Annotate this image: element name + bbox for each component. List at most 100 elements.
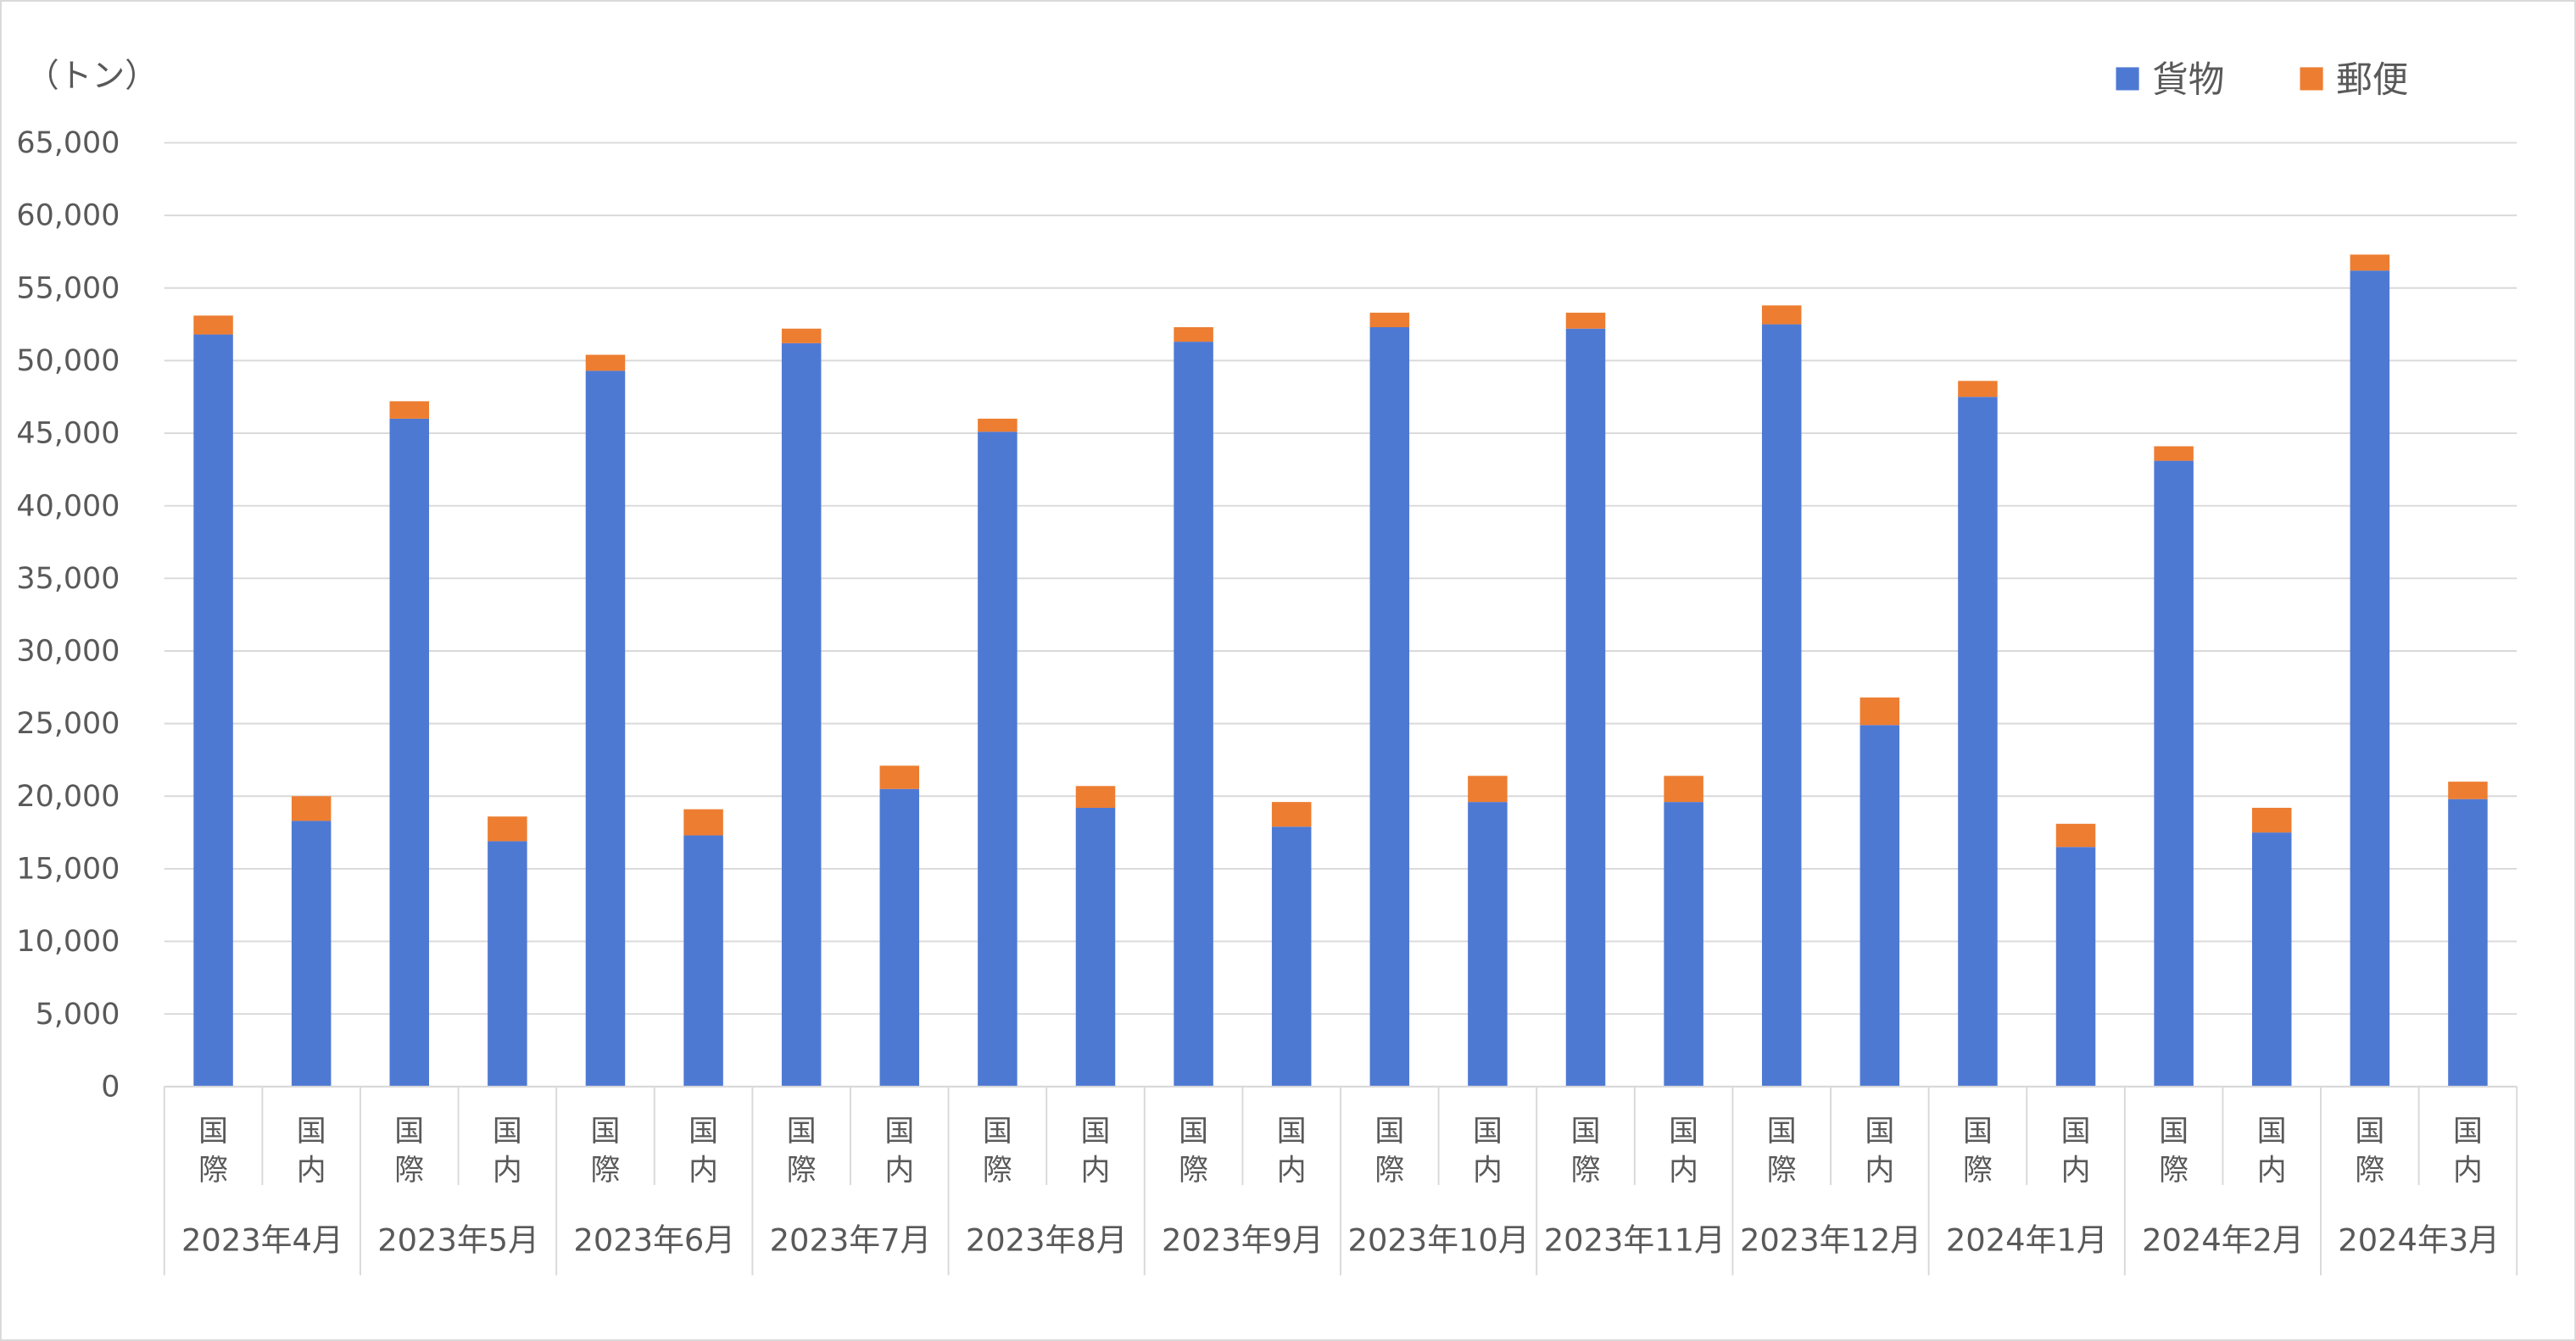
bar-cargo: [1860, 725, 1900, 1087]
bar-mail: [1565, 312, 1606, 329]
x-tick-label: 国内: [1277, 1115, 1307, 1188]
bar-mail: [781, 328, 822, 343]
y-tick-label: 55,000: [16, 271, 120, 305]
x-tick-label: 国際: [1767, 1115, 1797, 1188]
bar-cargo: [1958, 397, 1998, 1087]
bar-mail: [389, 401, 430, 419]
y-tick-label: 45,000: [16, 417, 120, 451]
bar-cargo: [193, 334, 233, 1087]
bar-mail: [1958, 381, 1998, 398]
x-axis: 国際国内国際国内国際国内国際国内国際国内国際国内国際国内国際国内国際国内国際国内…: [163, 1085, 2518, 1276]
x-group-label: 2024年3月: [2338, 1222, 2500, 1259]
x-group-label: 2023年10月: [1348, 1222, 1530, 1259]
x-group-label: 2023年7月: [770, 1222, 932, 1259]
bar-mail: [879, 765, 920, 789]
x-tick-label: 国際: [1571, 1115, 1601, 1188]
x-tick-label: 国内: [2453, 1115, 2483, 1188]
x-tick-label: 国内: [884, 1115, 914, 1188]
bar-cargo: [1271, 826, 1312, 1087]
x-tick-label: 国内: [1865, 1115, 1894, 1188]
bar-cargo: [2055, 847, 2096, 1087]
legend-swatch-mail: [2300, 67, 2323, 91]
bar-cargo: [1369, 327, 1410, 1087]
x-tick-label: 国内: [2061, 1115, 2091, 1188]
bar-mail: [2055, 823, 2096, 848]
x-tick-label: 国際: [787, 1115, 817, 1188]
x-tick-label: 国際: [1374, 1115, 1404, 1188]
y-axis-tick-labels: 0 5,000 10,000 15,000 20,000 25,000 30,000 35,0…: [16, 126, 120, 1104]
bar-mail: [1860, 697, 1900, 726]
x-tick-label: 国内: [297, 1115, 326, 1188]
bar-cargo: [1565, 328, 1606, 1087]
bar-cargo: [2448, 798, 2488, 1087]
x-group-label: 2023年9月: [1162, 1222, 1324, 1259]
y-tick-label: 60,000: [16, 199, 120, 233]
bar-mail: [2448, 782, 2488, 799]
x-group-label: 2024年1月: [1946, 1222, 2108, 1259]
y-tick-label: 65,000: [16, 126, 120, 160]
y-axis-unit-label: （トン）: [26, 58, 158, 96]
bar-cargo: [1664, 802, 1703, 1087]
bar-mail: [2154, 446, 2194, 461]
bar-mail: [1174, 327, 1213, 342]
bar-cargo: [1075, 807, 1116, 1087]
x-tick-label: 国内: [1473, 1115, 1503, 1188]
bar-cargo: [1468, 802, 1508, 1087]
legend-label-mail: 郵便: [2336, 58, 2408, 101]
bar-mail: [1075, 786, 1116, 808]
bar-cargo: [781, 342, 822, 1087]
bar-mail: [1369, 312, 1410, 328]
x-group-label: 2023年12月: [1740, 1222, 1921, 1259]
bar-mail: [1271, 802, 1312, 827]
bar-cargo: [2350, 270, 2390, 1087]
bar-mail: [291, 796, 332, 821]
x-tick-label: 国内: [2257, 1115, 2287, 1188]
y-tick-label: 10,000: [16, 925, 120, 959]
x-tick-label: 国内: [1081, 1115, 1111, 1188]
bars: [193, 254, 2488, 1087]
bar-cargo: [683, 835, 723, 1087]
bar-mail: [488, 816, 527, 842]
x-tick-label: 国内: [493, 1115, 522, 1188]
bar-cargo: [291, 821, 332, 1087]
bar-cargo: [2251, 832, 2292, 1087]
bar-mail: [2350, 254, 2390, 271]
bar-cargo: [1174, 342, 1213, 1087]
x-tick-label: 国際: [591, 1115, 621, 1188]
x-group-label: 2023年11月: [1544, 1222, 1726, 1259]
bar-cargo: [585, 370, 626, 1087]
y-tick-label: 25,000: [16, 707, 120, 741]
x-tick-label: 国内: [1669, 1115, 1698, 1188]
x-tick-label: 国際: [1179, 1115, 1208, 1188]
bar-mail: [585, 354, 626, 371]
x-tick-label: 国内: [689, 1115, 718, 1188]
x-tick-label: 国際: [198, 1115, 228, 1188]
bar-cargo: [1761, 324, 1802, 1087]
bar-mail: [1761, 305, 1802, 325]
y-tick-label: 5,000: [36, 998, 120, 1032]
legend-swatch-cargo: [2116, 67, 2139, 91]
bar-mail: [683, 809, 723, 836]
bar-mail: [2251, 807, 2292, 833]
bar-mail: [978, 418, 1018, 432]
x-tick-label: 国際: [983, 1115, 1012, 1188]
bar-cargo: [978, 431, 1018, 1087]
y-tick-label: 0: [101, 1070, 120, 1104]
x-tick-label: 国際: [394, 1115, 424, 1188]
y-tick-label: 15,000: [16, 853, 120, 887]
bar-cargo: [389, 418, 430, 1087]
bar-mail: [1468, 776, 1508, 803]
y-tick-label: 35,000: [16, 562, 120, 596]
x-group-label: 2023年8月: [966, 1222, 1128, 1259]
x-group-label: 2023年4月: [181, 1222, 343, 1259]
legend-label-cargo: 貨物: [2152, 58, 2224, 101]
bar-cargo: [879, 788, 920, 1087]
y-tick-label: 30,000: [16, 635, 120, 669]
bar-mail: [1664, 776, 1703, 803]
x-group-label: 2023年6月: [573, 1222, 735, 1259]
x-tick-label: 国際: [2159, 1115, 2188, 1188]
y-tick-label: 20,000: [16, 780, 120, 814]
y-tick-label: 40,000: [16, 489, 120, 523]
